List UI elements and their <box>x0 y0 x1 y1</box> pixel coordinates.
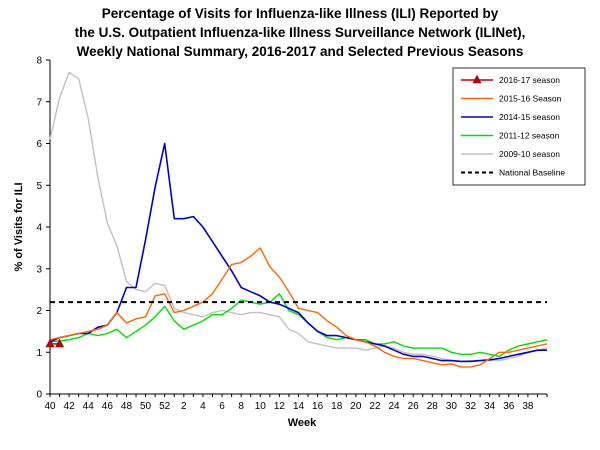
x-tick-label: 30 <box>446 401 458 412</box>
legend-label: 2016-17 season <box>499 75 560 85</box>
x-tick-label: 28 <box>427 401 439 412</box>
x-tick-label: 8 <box>238 401 244 412</box>
x-tick-label: 2 <box>181 401 187 412</box>
x-tick-label: 48 <box>121 401 133 412</box>
chart-title: Percentage of Visits for Influenza-like … <box>0 4 600 61</box>
x-tick-label: 10 <box>255 401 267 412</box>
x-tick-label: 50 <box>140 401 152 412</box>
x-tick-label: 24 <box>389 401 401 412</box>
x-tick-label: 18 <box>331 401 343 412</box>
series-line-2014-15-season <box>49 142 547 363</box>
x-tick-label: 52 <box>159 401 171 412</box>
x-tick-label: 42 <box>64 401 76 412</box>
x-tick-label: 26 <box>408 401 420 412</box>
legend: 2016-17 season 2015-16 Season 2014-15 seas… <box>452 67 586 186</box>
x-tick-label: 22 <box>369 401 381 412</box>
x-tick-label: 12 <box>274 401 286 412</box>
x-tick-label: 32 <box>465 401 477 412</box>
legend-label: 2011-12 season <box>499 131 560 141</box>
x-tick-label: 36 <box>503 401 515 412</box>
x-tick-label: 38 <box>522 401 534 412</box>
x-tick-label: 6 <box>219 401 225 412</box>
x-tick-label: 16 <box>312 401 324 412</box>
x-tick-label: 14 <box>293 401 305 412</box>
legend-label: 2015-16 Season <box>499 94 562 104</box>
y-tick-label: 7 <box>36 97 42 108</box>
x-tick-label: 46 <box>102 401 114 412</box>
y-tick-label: 3 <box>36 264 42 275</box>
x-tick-label: 44 <box>83 401 95 412</box>
legend-label: 2009-10 season <box>499 149 560 159</box>
y-tick-label: 8 <box>36 56 42 67</box>
x-tick-label: 4 <box>200 401 206 412</box>
chart-title-line-1: Percentage of Visits for Influenza-like … <box>101 6 499 21</box>
chart-title-line-3: Weekly National Summary, 2016-2017 and S… <box>76 44 524 59</box>
y-tick-label: 1 <box>36 348 42 359</box>
series-line-2011-12-season <box>49 293 548 358</box>
y-axis-title: % of Visits for ILI <box>13 182 25 271</box>
y-tick-label: 0 <box>36 390 42 401</box>
chart-title-line-2: the U.S. Outpatient Influenza-like Illne… <box>74 25 526 40</box>
legend-box <box>452 67 586 186</box>
y-tick-label: 5 <box>36 181 42 192</box>
x-tick-label: 20 <box>350 401 362 412</box>
legend-label-baseline: National Baseline <box>499 168 565 178</box>
series-point-2016-17 <box>45 338 55 348</box>
y-tick-label: 2 <box>36 306 42 317</box>
legend-marker <box>472 74 482 84</box>
x-tick-label: 40 <box>44 401 56 412</box>
series-point-2016-17 <box>55 338 65 348</box>
y-tick-label: 4 <box>36 223 42 234</box>
x-axis-title: Week <box>288 417 317 429</box>
series-line-2015-16-season <box>49 247 548 368</box>
legend-label: 2014-15 season <box>499 112 560 122</box>
y-tick-label: 6 <box>36 139 42 150</box>
x-tick-label: 34 <box>484 401 496 412</box>
